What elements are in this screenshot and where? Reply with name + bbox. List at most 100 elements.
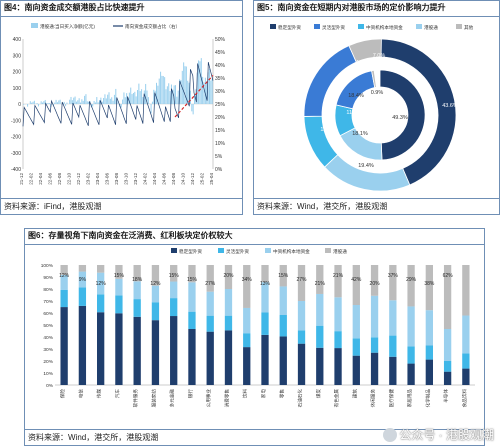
fig4-bar — [56, 102, 58, 104]
fig6-bar-1 — [133, 299, 141, 317]
fig6-y-tick: 90% — [43, 275, 53, 281]
fig5-legend-label-3: 港股通 — [424, 24, 438, 31]
fig6-x-tick: 煤炭 — [315, 389, 322, 399]
fig5-inner-slice — [379, 69, 426, 161]
fig4-bar — [37, 104, 39, 107]
fig4-bar — [176, 96, 178, 104]
fig5-outer-slice — [348, 38, 382, 63]
fig4-bar — [77, 100, 79, 104]
fig6-top-label: 15% — [114, 273, 125, 279]
fig5-outer-label: 43.6% — [442, 103, 458, 109]
fig4-x-tick: 23-06 — [105, 173, 110, 185]
fig6-x-tick: 食品饮料 — [461, 389, 468, 408]
fig4-bar — [31, 102, 33, 104]
fig5-outer-label: 7.0% — [373, 53, 386, 59]
fig4-bar — [48, 102, 50, 104]
fig4-bar — [191, 104, 193, 112]
fig6-top-label: 9% — [79, 277, 87, 283]
fig4-bar — [196, 72, 198, 104]
fig4-bar — [154, 90, 156, 104]
fig6-bar-0 — [243, 347, 251, 385]
fig4-bar — [101, 101, 103, 104]
fig4-bar — [147, 97, 149, 104]
fig6-legend-swatch-3 — [325, 248, 331, 253]
fig4-bar — [194, 95, 196, 104]
fig6-x-tick: 公用事业 — [205, 389, 212, 408]
fig6-bar-3 — [352, 265, 360, 305]
fig5-inner-label: 18.4% — [348, 93, 364, 99]
fig4-bar — [29, 101, 31, 104]
fig5-outer-slice — [324, 154, 411, 192]
fig4-bar — [120, 104, 122, 108]
fig6-y-tick: 30% — [43, 347, 53, 353]
fig4-bar — [156, 82, 158, 104]
fig4-bar — [185, 66, 187, 104]
fig4-bar — [138, 83, 140, 104]
fig6-top-label: 29% — [406, 277, 417, 283]
fig5-legend-label-0: 稳定型外资 — [278, 24, 301, 31]
fig6-x-tick: 多元金融 — [169, 389, 176, 408]
fig6-bar-2 — [425, 310, 433, 346]
fig6-top-label: 27% — [297, 277, 308, 283]
fig4-right-tick: 25% — [215, 102, 226, 108]
fig4-x-tick: 22-04 — [38, 173, 43, 185]
fig4-x-tick: 24-02 — [143, 173, 148, 185]
fig5-outer-label: 19.4% — [358, 163, 374, 169]
fig4-bar — [135, 96, 137, 104]
fig4-bar — [189, 90, 191, 104]
fig4-x-tick: 22-10 — [67, 173, 72, 185]
fig4-bar — [96, 97, 98, 104]
fig4-x-tick: 23-10 — [124, 173, 129, 185]
fig6-bar-2 — [316, 293, 324, 326]
fig6-x-tick: 零售 — [278, 389, 285, 399]
fig4-bar — [184, 66, 186, 104]
fig4-bar — [78, 98, 80, 104]
fig4-bar — [104, 94, 106, 104]
fig6-bar-3 — [224, 265, 233, 289]
fig4-bar — [157, 85, 159, 104]
fig6-x-tick: 石油石化 — [297, 389, 304, 408]
fig6-bar-0 — [334, 348, 342, 385]
fig6-x-tick: 饮料 — [242, 389, 249, 399]
fig4-bar — [109, 98, 111, 104]
fig4-bar — [43, 101, 45, 104]
fig5-inner-slice — [371, 69, 377, 88]
fig4-right-tick: 30% — [215, 89, 226, 95]
fig6-x-tick: 医疗保健 — [388, 389, 395, 408]
fig4-right-tick: 0% — [215, 167, 223, 173]
fig4-legend-label-1: 南向资金成交额占比（右） — [125, 23, 180, 30]
fig4-bar — [103, 97, 105, 104]
fig6-bar-3 — [261, 265, 269, 283]
fig6-bar-2 — [370, 295, 379, 338]
fig6-bar-1 — [279, 315, 287, 337]
fig6-bar-1 — [170, 298, 178, 317]
fig6-bar-2 — [170, 281, 178, 299]
fig6-bar-0 — [115, 313, 123, 385]
fig4-right-tick: 40% — [215, 63, 226, 69]
fig6-y-tick: 70% — [43, 299, 53, 305]
fig4-bar — [88, 101, 90, 104]
fig6-x-tick: 休闲服务 — [370, 389, 377, 408]
fig4-right-tick: 10% — [215, 141, 226, 147]
fig4-bar — [130, 87, 132, 104]
fig4-legend-label-0: 港股通:当日买入净额(亿元) — [40, 23, 95, 30]
fig4-bar — [84, 95, 86, 104]
fig4-left-tick: -300 — [11, 151, 21, 157]
fig4-bar — [160, 71, 162, 104]
fig6-bar-3 — [206, 265, 214, 292]
fig4-bar — [203, 82, 205, 104]
fig6-bar-0 — [462, 368, 470, 385]
fig6-bar-1 — [407, 346, 415, 364]
fig4-bar — [115, 88, 117, 104]
fig6-x-tick: 化学制品 — [424, 389, 431, 408]
fig6-top-label: 15% — [169, 273, 180, 279]
fig4-bar — [92, 104, 94, 107]
fig6-y-tick: 100% — [41, 263, 54, 269]
fig4-title: 图4：南向资金成交额港股占比快速提升 — [4, 3, 145, 12]
fig5-inner-label: 49.3% — [392, 115, 408, 121]
fig6-x-tick: 银行 — [187, 389, 194, 399]
fig6-bar-3 — [370, 265, 379, 296]
fig4-bar — [168, 83, 170, 104]
fig6-bar-2 — [133, 281, 141, 300]
fig4-left-tick: -200 — [11, 135, 21, 141]
